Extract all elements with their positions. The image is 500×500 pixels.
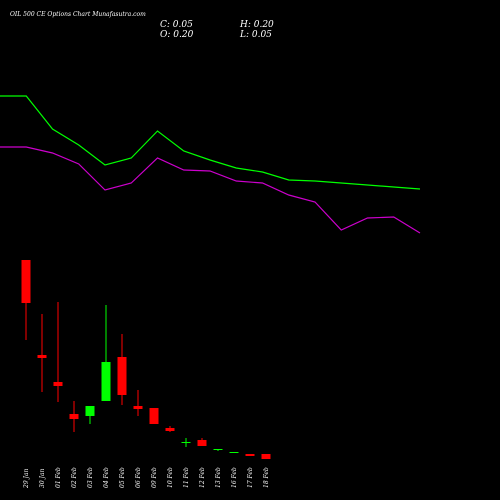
low-text: L: 0.05	[239, 30, 272, 40]
x-tick-label: 13 Feb	[215, 467, 222, 488]
average-line	[0, 95, 421, 190]
x-tick-label: 10 Feb	[167, 467, 174, 488]
candle-body	[101, 362, 111, 401]
x-tick-label: 17 Feb	[247, 467, 254, 488]
candle-body	[149, 408, 159, 424]
x-tick-label: 06 Feb	[135, 467, 142, 488]
average-line	[0, 146, 421, 234]
x-tick-label: 12 Feb	[199, 467, 206, 488]
x-tick-label: 18 Feb	[263, 467, 270, 488]
candle-body	[37, 355, 47, 358]
x-tick-label: 05 Feb	[119, 467, 126, 488]
x-tick-label: 03 Feb	[87, 467, 94, 488]
open-text: O: 0.20	[160, 30, 194, 40]
candle-body	[165, 428, 175, 431]
chart-title: OIL 500 CE Options Chart Munafasutra.com	[10, 11, 146, 18]
x-tick-label: 11 Feb	[183, 467, 190, 488]
candle-body	[213, 449, 223, 450]
close-text: C: 0.05	[160, 20, 193, 30]
x-tick-label: 09 Feb	[151, 467, 158, 488]
candle-body	[261, 454, 271, 459]
high-text: H: 0.20	[239, 20, 274, 30]
candle-body	[21, 260, 31, 303]
x-tick-label: 02 Feb	[71, 467, 78, 488]
candle-body	[53, 382, 63, 386]
candle-body	[133, 406, 143, 409]
x-tick-label: 04 Feb	[103, 467, 110, 488]
candle-body	[181, 442, 191, 443]
candle-body	[229, 452, 239, 453]
candle-body	[117, 357, 127, 395]
candle-body	[197, 440, 207, 446]
x-tick-label: 29 Jan	[23, 468, 30, 489]
x-tick-label: 30 Jan	[39, 468, 46, 488]
candle-body	[245, 454, 255, 456]
x-tick-label: 01 Feb	[55, 467, 62, 488]
x-tick-label: 16 Feb	[231, 467, 238, 488]
candle-body	[69, 414, 79, 419]
candle-body	[85, 406, 95, 416]
